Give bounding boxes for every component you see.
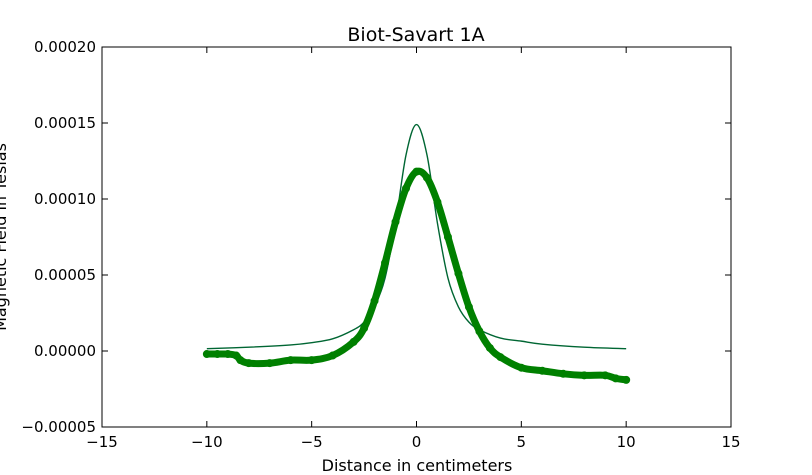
series-measured-point: [265, 359, 274, 368]
y-tick-label: 0.00000: [34, 342, 96, 360]
x-tick-label: −5: [301, 433, 323, 451]
series-measured-point: [360, 324, 369, 333]
x-tick-label: 10: [617, 433, 636, 451]
series-measured-point: [412, 167, 421, 176]
series-measured-point: [307, 356, 316, 365]
series-measured-point: [454, 269, 463, 278]
plot-frame: [101, 46, 732, 428]
series-measured-point: [391, 217, 400, 226]
series-measured-point: [422, 173, 431, 182]
series-measured-point: [475, 327, 484, 336]
series-measured-point: [370, 296, 379, 305]
series-measured-point: [464, 302, 473, 311]
series-measured-point: [433, 198, 442, 207]
series-measured-point: [402, 184, 411, 193]
series-measured-line: [203, 167, 630, 384]
y-tick-label: 0.00015: [34, 114, 96, 132]
series-measured-point: [202, 350, 211, 359]
x-tick-label: 0: [412, 433, 422, 451]
y-tick-label: −0.00005: [21, 418, 96, 436]
series-measured-point: [538, 366, 547, 375]
series-measured-point: [611, 374, 620, 383]
x-axis-label: Distance in centimeters: [322, 456, 513, 475]
series-measured-point: [496, 353, 505, 362]
y-tick-label: 0.00020: [34, 38, 96, 56]
series-measured-point: [485, 343, 494, 352]
series-measured-point: [349, 337, 358, 346]
series-measured-point: [286, 356, 295, 365]
series-measured-point: [517, 363, 526, 372]
series-measured-point: [622, 375, 631, 384]
series-measured-point: [443, 233, 452, 241]
plot-content: [202, 123, 631, 384]
series-theory-line: [206, 123, 627, 350]
series-measured-point: [328, 351, 337, 360]
x-tick-label: 5: [517, 433, 527, 451]
x-tick-label: 15: [721, 433, 740, 451]
series-measured-point: [580, 371, 589, 380]
series-measured-point: [223, 350, 232, 359]
series-measured-point: [381, 258, 390, 267]
y-tick-label: 0.00010: [34, 190, 96, 208]
x-tick-label: −15: [86, 433, 118, 451]
series-measured-point: [601, 371, 610, 380]
x-tick-label: −10: [191, 433, 223, 451]
series-measured-point: [213, 350, 222, 359]
series-measured-point: [559, 369, 568, 378]
y-tick-label: 0.00005: [34, 266, 96, 284]
ticks: −15 −10 −5 0 5 10 15 −0.00005 0.00000 0.00005 0.00…: [21, 38, 740, 451]
series-measured-point: [244, 359, 253, 368]
y-axis-label: Magnetic Field in Teslas: [0, 143, 10, 331]
chart-title: Biot-Savart 1A: [347, 24, 484, 46]
series-measured-point: [236, 356, 245, 365]
